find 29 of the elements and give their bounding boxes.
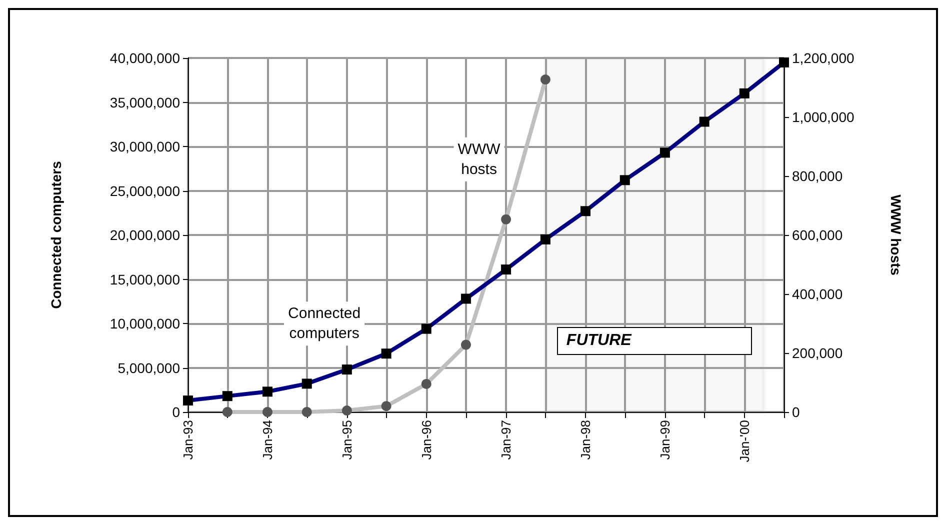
y-tick-label: 20,000,000 [110,227,180,243]
y2-tick-label: 0 [792,404,800,420]
y2-tick-label: 200,000 [792,345,843,361]
y-tick-label: 30,000,000 [110,138,180,154]
series-label: WWW hosts [458,140,502,178]
x-tick-label: Jan-95 [339,420,354,460]
y2-tick-label: 600,000 [792,227,843,243]
x-tick-label: Jan-94 [260,420,275,460]
x-tick-label: Jan-93 [180,420,196,460]
y-tick-label: 10,000,000 [110,316,180,332]
y-tick-label: 25,000,000 [110,182,180,199]
x-tick-label: Jan-98 [578,420,593,460]
y2-tick-label: 1,200,000 [792,50,854,66]
label-box: FUTURE [557,327,752,355]
y2-tick-label: 1,000,000 [792,109,854,125]
x-tick-label: Jan-'00 [736,420,752,462]
y-tick-label: 15,000,000 [110,271,180,288]
y-tick-label: 35,000,000 [110,94,180,110]
y-tick-label: 0 [172,404,180,420]
y2-tick-label: 800,000 [792,168,843,184]
series-label: Connected computers [288,305,361,342]
y-axis-title: Connected computers [48,160,64,309]
y2-axis-title: WWW hosts [888,194,904,276]
y-tick-label: 40,000,000 [110,50,180,66]
y2-tick-label: 400,000 [792,286,843,302]
y-tick-label: 5,000,000 [118,360,180,376]
x-tick-label: Jan-99 [657,420,672,460]
x-tick-label: Jan-97 [498,420,514,460]
x-tick-label: Jan-96 [418,420,434,460]
